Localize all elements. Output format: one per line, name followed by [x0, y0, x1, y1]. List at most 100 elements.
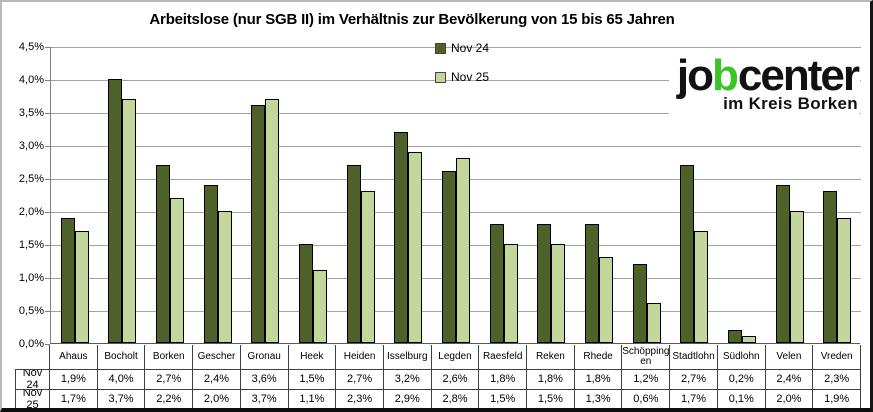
bar-nov-24-borken [156, 164, 171, 343]
table-cell-nov-24-bocholt: 4,0% [97, 370, 146, 390]
jobcenter-logo: jobcenter im Kreis Borken [668, 54, 860, 117]
table-cell-nov-24-velen: 2,4% [765, 370, 814, 390]
table-cell-nov-25-stadtlohn: 1,7% [670, 390, 718, 408]
bar-nov-25-heek [313, 270, 328, 343]
bar-nov-25-bocholt [122, 98, 137, 343]
y-axis-label: 0,0% [18, 338, 44, 350]
bar-nov-25-rhede [598, 257, 613, 343]
bar-nov-25-gronau [265, 98, 280, 343]
table-column-header-ahaus: Ahaus [50, 345, 98, 370]
bar-nov-25-ahaus [74, 230, 89, 343]
table-cell-nov-25-ahaus: 1,7% [50, 390, 98, 408]
table-cell-nov-25-rhede: 1,3% [575, 390, 623, 408]
table-cell-nov-24-sch-ppingen: 1,2% [622, 370, 671, 390]
legend-swatch-icon [435, 71, 446, 83]
table-column-header-gescher: Gescher [193, 345, 241, 370]
table-row-header-nov-25: Nov 25 [15, 390, 50, 408]
table-cell-nov-24-raesfeld: 1,8% [479, 370, 528, 390]
y-axis-tick [45, 80, 50, 81]
plot-area [50, 47, 861, 344]
table-cell-nov-24-s-dlohn: 0,2% [717, 370, 766, 390]
table-column-header-reken: Reken [527, 345, 575, 370]
bar-nov-24-heek [299, 244, 314, 343]
logo-b-icon: b [712, 51, 739, 100]
y-axis-tick [45, 146, 50, 147]
table-column-header-gronau: Gronau [240, 345, 289, 370]
data-table: Ahaus Bocholt Borken Gescher Gronau Heek Heide… [15, 345, 861, 408]
bar-nov-24-bocholt [108, 79, 123, 343]
legend-swatch-icon [435, 42, 446, 54]
table-column-header-velen: Velen [765, 345, 814, 370]
table-column-header-bocholt: Bocholt [97, 345, 146, 370]
bar-nov-24-isselburg [394, 131, 409, 343]
y-axis-tick [45, 179, 50, 180]
table-cell-nov-24-rhede: 1,8% [574, 370, 623, 390]
table-cell-nov-25-velen: 2,0% [766, 390, 814, 408]
table-cell-nov-25-bocholt: 3,7% [98, 390, 146, 408]
table-column-header-heek: Heek [288, 345, 337, 370]
legend-label: Nov 25 [451, 70, 490, 84]
bar-nov-24-rhede [584, 224, 599, 343]
table-cell-nov-25-raesfeld: 1,5% [479, 390, 528, 408]
chart-title: Arbeitslose (nur SGB II) im Verhältnis z… [149, 11, 675, 28]
y-axis-tick [45, 344, 50, 345]
bar-nov-24-s-dlohn [727, 329, 742, 343]
table-column-header-raesfeld: Raesfeld [479, 345, 528, 370]
bar-nov-24-velen [775, 184, 790, 343]
table-cell-nov-24-stadtlohn: 2,7% [670, 370, 718, 390]
y-axis-label: 1,0% [18, 272, 44, 284]
table-cell-nov-25-sch-ppingen: 0,6% [622, 390, 671, 408]
y-axis-tick [45, 311, 50, 312]
y-axis-tick [45, 278, 50, 279]
bar-nov-24-ahaus [60, 217, 75, 343]
table-cell-nov-25-reken: 1,5% [527, 390, 575, 408]
legend-label: Nov 24 [451, 41, 490, 55]
table-cell-nov-25-heek: 1,1% [289, 390, 337, 408]
legend-item: Nov 25 [435, 70, 489, 84]
y-axis-label: 3,0% [18, 140, 44, 152]
logo-wordmark: jobcenter [677, 54, 860, 98]
y-axis-label: 2,0% [18, 206, 44, 218]
legend: Nov 24 Nov 25 [435, 41, 489, 84]
bar-nov-25-velen [789, 211, 804, 343]
table-column-header-vreden: Vreden [813, 345, 861, 370]
table-column-header-rhede: Rhede [574, 345, 623, 370]
table-cell-nov-25-heiden: 2,3% [336, 390, 384, 408]
table-cell-nov-25-s-dlohn: 0,1% [718, 390, 766, 408]
bar-nov-25-reken [551, 244, 566, 343]
bar-nov-25-isselburg [408, 151, 423, 343]
table-corner-cell [15, 345, 50, 370]
bar-nov-24-heiden [346, 164, 361, 343]
table-cell-nov-24-legden: 2,6% [431, 370, 480, 390]
table-cell-nov-25-borken: 2,2% [145, 390, 194, 408]
table-column-header-heiden: Heiden [336, 345, 384, 370]
table-cell-nov-24-isselburg: 3,2% [383, 370, 432, 390]
table-cell-nov-25-isselburg: 2,9% [384, 390, 432, 408]
table-column-header-legden: Legden [431, 345, 480, 370]
table-cell-nov-24-heek: 1,5% [288, 370, 337, 390]
bar-nov-24-raesfeld [489, 224, 504, 343]
table-column-header-isselburg: Isselburg [383, 345, 432, 370]
table-cell-nov-24-gescher: 2,4% [193, 370, 241, 390]
table-column-header-s-dlohn: Südlohn [717, 345, 766, 370]
y-axis-tick [45, 212, 50, 213]
y-axis-label: 1,5% [18, 239, 44, 251]
bar-nov-24-stadtlohn [680, 164, 695, 343]
table-cell-nov-24-ahaus: 1,9% [50, 370, 98, 390]
bar-nov-24-sch-ppingen [632, 263, 647, 343]
y-axis-tick [45, 47, 50, 48]
logo-text-jo: jo [676, 51, 714, 100]
gridline [51, 113, 861, 114]
y-axis-label: 2,5% [18, 173, 44, 185]
gridline [51, 47, 861, 48]
bar-nov-24-legden [442, 171, 456, 343]
y-axis-tick [45, 113, 50, 114]
table-cell-nov-24-vreden: 2,3% [813, 370, 861, 390]
table-column-header-stadtlohn: Stadtlohn [670, 345, 718, 370]
bar-nov-25-s-dlohn [741, 336, 756, 343]
y-axis-label: 3,5% [18, 107, 44, 119]
gridline [51, 80, 861, 81]
y-axis-label: 0,5% [18, 305, 44, 317]
table-cell-nov-24-borken: 2,7% [145, 370, 194, 390]
